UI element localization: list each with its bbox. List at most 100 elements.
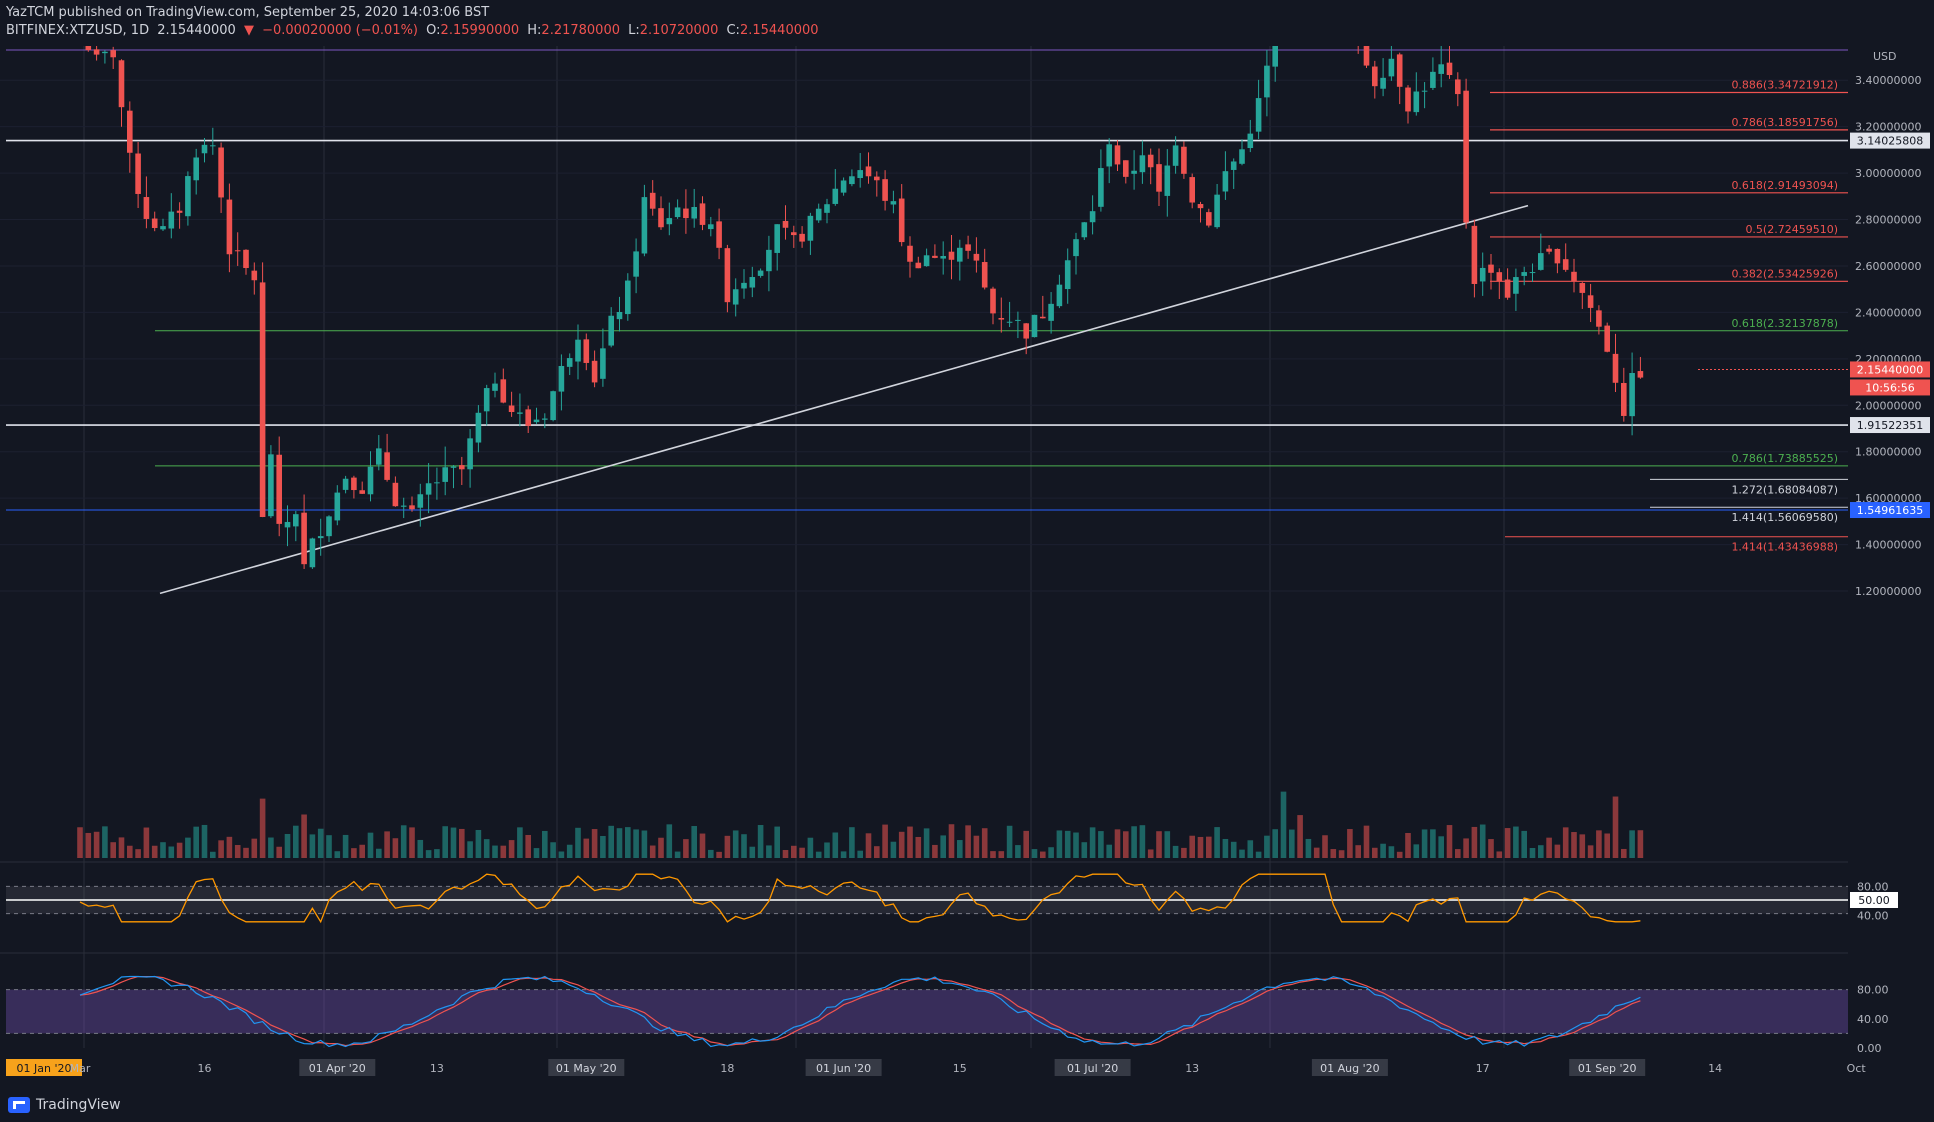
candle-body <box>898 198 905 243</box>
candle-body <box>1587 295 1594 308</box>
candle-body <box>591 360 598 383</box>
candle-body <box>625 280 631 315</box>
volume-bar <box>1621 848 1627 858</box>
volume-bar <box>417 839 424 858</box>
x-axis-label: 15 <box>953 1062 967 1075</box>
volume-bar <box>218 840 224 858</box>
candle-body <box>600 348 606 379</box>
candle-body <box>500 379 507 403</box>
candle-body <box>907 245 913 262</box>
candle-body <box>168 211 175 229</box>
brand-name: TradingView <box>36 1097 121 1113</box>
volume-bar <box>608 825 614 858</box>
volume-bar <box>1289 829 1295 858</box>
volume-bar <box>185 837 191 858</box>
volume-bar <box>890 841 897 858</box>
stoch-tick-label: 40.00 <box>1857 1013 1889 1026</box>
candle-body <box>807 215 814 241</box>
fib-red-label: 0.886(3.34721912) <box>1731 79 1838 92</box>
currency-label: USD <box>1873 50 1897 63</box>
volume-bar <box>699 833 706 858</box>
candle-body <box>110 50 116 58</box>
low-label: L: <box>628 23 640 38</box>
volume-bar <box>1372 847 1378 858</box>
candle-body <box>85 46 92 51</box>
candle-body <box>1455 79 1461 95</box>
x-axis-date-badge <box>548 1059 625 1076</box>
symbol-label[interactable]: BITFINEX:XTZUSD, 1D <box>6 23 150 38</box>
candle-body <box>533 419 540 423</box>
tradingview-logo[interactable]: TradingView <box>8 1097 121 1113</box>
candle-body <box>1098 168 1104 207</box>
candle-body <box>400 505 407 507</box>
x-axis-label: 01 Jan '20 <box>17 1062 72 1075</box>
x-axis-label: Mar <box>70 1062 91 1075</box>
volume-bar <box>1471 826 1478 858</box>
candle-body <box>965 244 971 251</box>
candle-body <box>1521 272 1527 276</box>
x-axis-date-badge <box>1569 1059 1646 1076</box>
volume-bar <box>517 827 523 858</box>
candle-body <box>1380 77 1386 89</box>
volume-bar <box>1579 834 1586 858</box>
rsi-value-badge <box>1850 892 1898 908</box>
volume-bar <box>633 829 639 858</box>
candle-body <box>558 365 565 392</box>
candle-body <box>840 180 847 193</box>
volume-bar <box>1247 840 1254 858</box>
volume-bar <box>1081 842 1088 858</box>
volume-bar <box>160 842 166 858</box>
volume-bar <box>741 834 747 858</box>
volume-bar <box>135 849 141 858</box>
volume-bar <box>641 830 648 858</box>
volume-bar <box>1023 830 1029 858</box>
y-tick-label: 3.00000000 <box>1855 167 1921 180</box>
candle-body <box>1147 154 1154 168</box>
volume-bar <box>782 850 789 858</box>
candle-body <box>442 467 448 482</box>
volume-bar <box>1305 838 1312 858</box>
candle-body <box>93 49 100 55</box>
candle-body <box>708 224 714 230</box>
candle-body <box>641 197 648 254</box>
volume-bar <box>1181 847 1187 858</box>
volume-bar <box>1596 830 1602 858</box>
volume-bar <box>1355 845 1361 858</box>
volume-bar <box>110 842 116 858</box>
y-tick-label: 1.60000000 <box>1855 492 1921 505</box>
volume-bar <box>674 851 681 858</box>
volume-bar <box>1446 825 1453 858</box>
candle-body <box>550 391 556 421</box>
candle-body <box>185 176 191 217</box>
y-tick-label: 1.40000000 <box>1855 539 1921 552</box>
candle-body <box>799 233 805 242</box>
candle-body <box>425 483 432 495</box>
volume-bar <box>276 846 282 858</box>
close-value: 2.15440000 <box>739 23 819 38</box>
volume-bar <box>550 842 556 858</box>
price-chart[interactable]: 1.20000000 1.40000000 1.60000000 1.80000000… <box>0 46 1934 1088</box>
candle-body <box>1479 267 1486 282</box>
volume-bar <box>1347 829 1353 858</box>
volume-bar <box>293 825 299 858</box>
candle-body <box>973 253 980 261</box>
volume-bar <box>749 846 756 858</box>
publisher-text: YazTCM published on TradingView.com, Sep… <box>6 5 490 20</box>
candle-body <box>243 249 249 269</box>
fib-red-label: 0.382(2.53425926) <box>1731 267 1838 280</box>
volume-bar <box>1413 844 1420 858</box>
candle-body <box>251 270 258 281</box>
candle-body <box>1496 272 1503 282</box>
candle-body <box>1156 164 1162 192</box>
candle-body <box>666 218 673 225</box>
volume-bar <box>1048 847 1054 858</box>
volume-bar <box>724 835 731 858</box>
volume-bar <box>616 828 623 858</box>
volume-bar <box>1206 836 1212 858</box>
candle-body <box>1006 321 1013 323</box>
ascending-trendline <box>159 204 1529 595</box>
candle-body <box>608 315 614 346</box>
candle-body <box>815 208 822 221</box>
candle-body <box>492 383 498 391</box>
volume-bar <box>1197 836 1204 858</box>
